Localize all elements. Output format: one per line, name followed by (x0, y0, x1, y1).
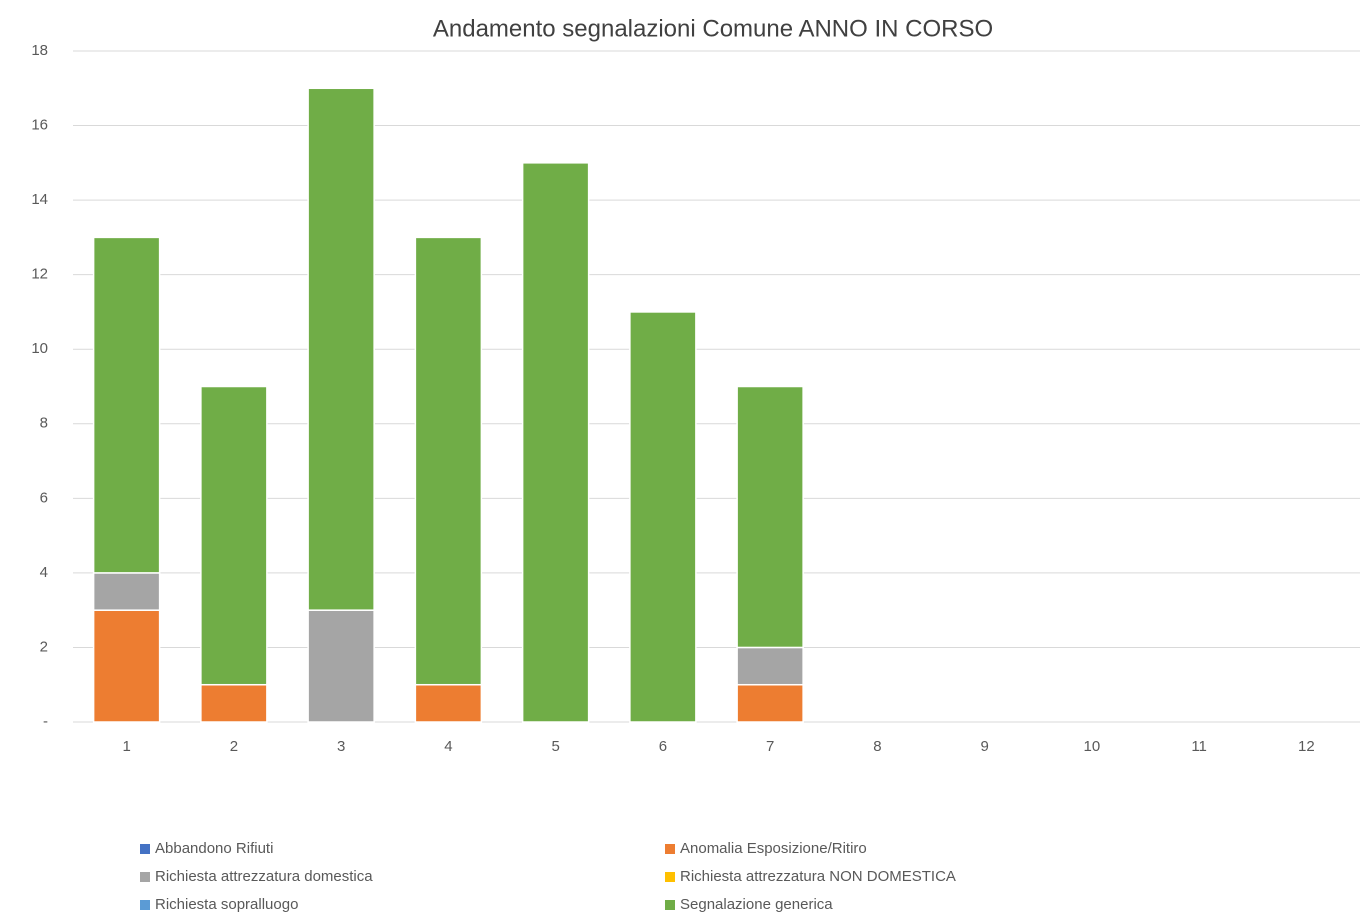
y-tick-label: 12 (31, 266, 48, 283)
legend-label: Richiesta attrezzatura NON DOMESTICA (680, 868, 956, 885)
bar-segment (307, 609, 375, 723)
legend-swatch (665, 872, 675, 882)
y-tick-label: 18 (31, 42, 48, 59)
bar-segment (414, 683, 483, 723)
x-tick-label: 2 (230, 738, 238, 755)
legend-swatch (665, 900, 675, 910)
x-tick-label: 12 (1298, 738, 1315, 755)
y-tick-label: 14 (31, 191, 48, 208)
x-tick-label: 11 (1191, 738, 1207, 755)
x-tick-label: 9 (980, 738, 988, 755)
legend-swatch (140, 844, 150, 854)
x-tick-label: 3 (337, 738, 345, 755)
chart-title: Andamento segnalazioni Comune ANNO IN CO… (433, 15, 993, 42)
bar-segment (92, 572, 161, 611)
y-tick-label: - (43, 713, 48, 730)
x-tick-label: 1 (122, 738, 130, 755)
bar-segment (736, 385, 804, 649)
legend-label: Abbandono Rifiuti (155, 840, 273, 857)
bar-segment (629, 311, 697, 723)
x-tick-label: 6 (659, 738, 667, 755)
y-tick-label: 6 (40, 489, 48, 506)
bar-segment (92, 609, 161, 723)
legend-label: Richiesta sopralluogo (155, 896, 298, 913)
bar-segment (200, 683, 268, 723)
y-tick-label: 8 (40, 415, 48, 432)
legend-swatch (665, 844, 675, 854)
x-tick-label: 7 (766, 738, 774, 755)
legend-label: Anomalia Esposizione/Ritiro (680, 840, 867, 857)
bar-segment (736, 646, 804, 686)
y-tick-label: 16 (31, 117, 48, 134)
legend-label: Segnalazione generica (680, 896, 833, 913)
x-tick-label: 8 (873, 738, 881, 755)
bar-segment (521, 162, 590, 723)
y-tick-label: 2 (40, 638, 48, 655)
y-tick-label: 4 (40, 564, 48, 581)
bar-segment (92, 236, 161, 574)
bar-segment (414, 236, 483, 686)
bar-segment (307, 87, 375, 611)
x-tick-label: 5 (551, 738, 559, 755)
x-tick-label: 10 (1084, 738, 1101, 755)
legend-label: Richiesta attrezzatura domestica (155, 868, 373, 885)
x-tick-label: 4 (444, 738, 452, 755)
legend-swatch (140, 872, 150, 882)
bar-segment (736, 683, 804, 723)
y-tick-label: 10 (31, 340, 48, 357)
legend-swatch (140, 900, 150, 910)
bar-segment (200, 385, 268, 686)
